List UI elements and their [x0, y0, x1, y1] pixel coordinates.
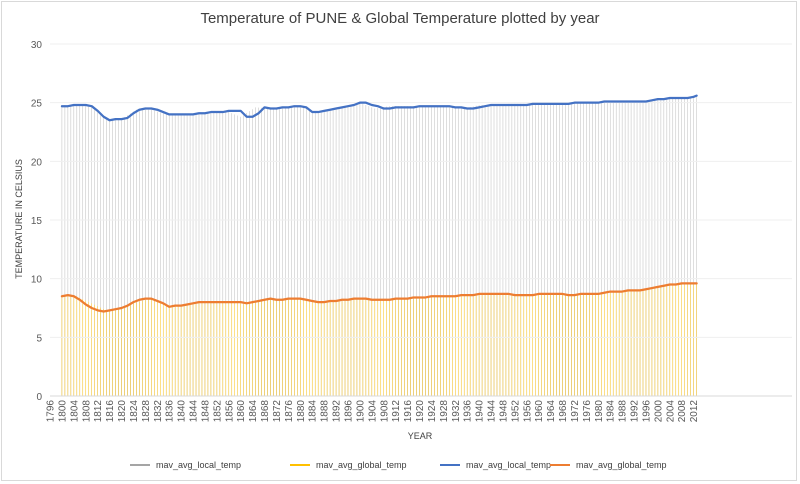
x-tick-label: 1988: [618, 400, 629, 423]
x-tick-label: 1876: [284, 400, 295, 423]
y-tick-label: 15: [31, 216, 43, 227]
x-tick-label: 1836: [165, 400, 176, 423]
x-tick-label: 1896: [343, 400, 354, 423]
legend-label: mav_avg_local_temp: [156, 460, 241, 470]
x-tick-label: 2000: [653, 400, 664, 423]
series-line-2: [60, 94, 698, 122]
x-tick-label: 1940: [475, 400, 486, 423]
legend-label: mav_avg_global_temp: [576, 460, 667, 470]
x-tick-label: 1900: [355, 400, 366, 423]
x-tick-label: 1800: [57, 400, 68, 423]
x-tick-label: 1812: [93, 400, 104, 423]
x-tick-label: 1976: [582, 400, 593, 423]
y-tick-label: 5: [36, 333, 42, 344]
y-tick-label: 30: [31, 40, 43, 51]
x-tick-label: 1964: [546, 400, 557, 423]
y-tick-label: 20: [31, 157, 43, 168]
y-tick-label: 10: [31, 275, 43, 286]
x-tick-labels: 1796 1800 1804 1808 1812 1816 1820 1824 1828 1832…: [46, 400, 701, 423]
chart-title: Temperature of PUNE & Global Temperature…: [200, 10, 600, 27]
x-tick-label: 1840: [177, 400, 188, 423]
x-tick-label: 1996: [641, 400, 652, 423]
x-tick-label: 1864: [248, 400, 259, 423]
x-tick-label: 1904: [367, 400, 378, 423]
legend: mav_avg_local_temp mav_avg_global_temp mav…: [130, 460, 667, 470]
series-columns-1: [61, 283, 697, 396]
x-tick-label: 1820: [117, 400, 128, 423]
x-tick-label: 1828: [141, 400, 152, 423]
gridlines: [50, 43, 792, 338]
y-tick-label: 25: [31, 99, 43, 110]
x-tick-label: 1856: [224, 400, 235, 423]
x-tick-label: 1796: [46, 400, 57, 423]
x-tick-label: 1816: [105, 400, 116, 423]
x-tick-label: 1928: [439, 400, 450, 423]
x-tick-label: 1880: [296, 400, 307, 423]
x-tick-label: 1944: [487, 400, 498, 423]
x-tick-label: 1804: [69, 400, 80, 423]
x-tick-label: 1824: [129, 400, 140, 423]
x-tick-label: 1892: [332, 400, 343, 423]
x-tick-label: 1808: [81, 400, 92, 423]
x-tick-label: 1920: [415, 400, 426, 423]
x-tick-label: 1916: [403, 400, 414, 423]
x-tick-label: 1972: [570, 400, 581, 423]
x-tick-label: 1832: [153, 400, 164, 423]
x-tick-label: 1948: [498, 400, 509, 423]
x-tick-label: 1992: [630, 400, 641, 423]
x-tick-label: 1884: [308, 400, 319, 423]
x-tick-label: 1960: [534, 400, 545, 423]
x-axis-title: YEAR: [408, 431, 433, 441]
x-tick-label: 1924: [427, 400, 438, 423]
x-tick-label: 1956: [522, 400, 533, 423]
x-tick-label: 1952: [510, 400, 521, 423]
x-tick-label: 1888: [320, 400, 331, 423]
x-tick-label: 1908: [379, 400, 390, 423]
x-tick-label: 1860: [236, 400, 247, 423]
y-tick-labels: 0 5 10 15 20 25 30: [31, 40, 43, 403]
x-tick-label: 1872: [272, 400, 283, 423]
x-tick-label: 1932: [451, 400, 462, 423]
x-tick-label: 1852: [212, 400, 223, 423]
x-tick-label: 1968: [558, 400, 569, 423]
column-series-layer: [61, 95, 697, 396]
x-tick-label: 1980: [594, 400, 605, 423]
legend-label: mav_avg_global_temp: [316, 460, 407, 470]
x-tick-label: 1868: [260, 400, 271, 423]
line-series-layer: [60, 94, 698, 313]
x-tick-label: 2004: [665, 400, 676, 423]
y-tick-label: 0: [36, 392, 42, 403]
y-axis-title: TEMPERATURE IN CELSIUS: [14, 159, 24, 279]
x-tick-label: 2008: [677, 400, 688, 423]
x-tick-label: 1848: [200, 400, 211, 423]
x-tick-label: 2012: [689, 400, 700, 423]
series-line-3: [60, 282, 698, 313]
legend-label: mav_avg_local_temp: [466, 460, 551, 470]
x-tick-label: 1984: [606, 400, 617, 423]
x-tick-label: 1844: [189, 400, 200, 423]
x-tick-label: 1936: [463, 400, 474, 423]
x-tick-label: 1912: [391, 400, 402, 423]
